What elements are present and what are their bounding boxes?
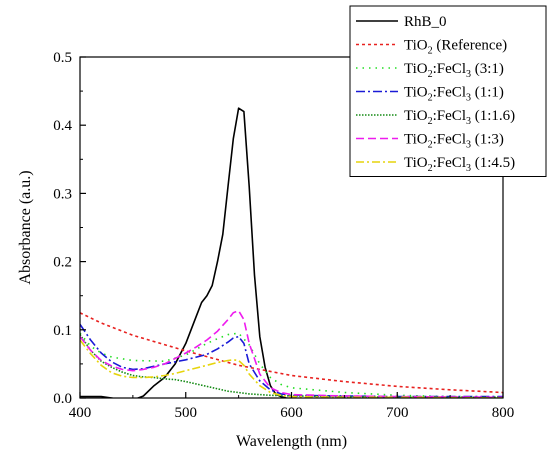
y-tick-label: 0.2 — [53, 255, 72, 271]
x-tick-label: 700 — [386, 405, 409, 421]
x-tick-label: 600 — [280, 405, 303, 421]
y-tick-label: 0.5 — [53, 50, 72, 66]
x-axis-label: Wavelength (nm) — [236, 433, 347, 450]
series-line-1 — [80, 312, 503, 394]
legend-entry-label: TiO2:FeCl3 (1:1) — [404, 85, 504, 104]
legend-box — [349, 5, 547, 177]
axes: 400 500 600 700 800 0.0 0.1 0.2 0.3 0.4 0.5 Wavelen… — [17, 50, 514, 450]
y-tick-label: 0.1 — [53, 323, 72, 339]
legend-entry-label: TiO2:FeCl3 (1:3) — [404, 132, 504, 151]
legend-entry-label: TiO2:FeCl3 (1:1.6) — [404, 108, 515, 127]
legend-entry-label: TiO2:FeCl3 (3:1) — [404, 61, 504, 80]
series-line-5 — [80, 309, 503, 398]
x-tick-label: 800 — [492, 405, 515, 421]
series-line-2 — [80, 332, 503, 398]
y-axis-label: Absorbance (a.u.) — [17, 170, 34, 284]
series-line-6 — [80, 339, 503, 398]
y-tick-label: 0.4 — [53, 118, 72, 134]
series-line-0 — [80, 107, 503, 398]
y-tick-label: 0.0 — [53, 391, 72, 407]
x-tick-label: 400 — [69, 405, 92, 421]
legend-entry-label: RhB_0 — [404, 14, 447, 30]
series-line-4 — [80, 334, 503, 398]
legend-entry-label: TiO2:FeCl3 (1:4.5) — [404, 155, 515, 174]
y-tick-label: 0.3 — [53, 186, 72, 202]
series-line-3 — [80, 323, 503, 398]
x-tick-label: 500 — [175, 405, 198, 421]
legend: RhB_0 TiO2 (Reference) TiO2:FeCl3 (3:1) TiO… — [349, 5, 547, 177]
legend-entry-label: TiO2 (Reference) — [404, 38, 507, 57]
